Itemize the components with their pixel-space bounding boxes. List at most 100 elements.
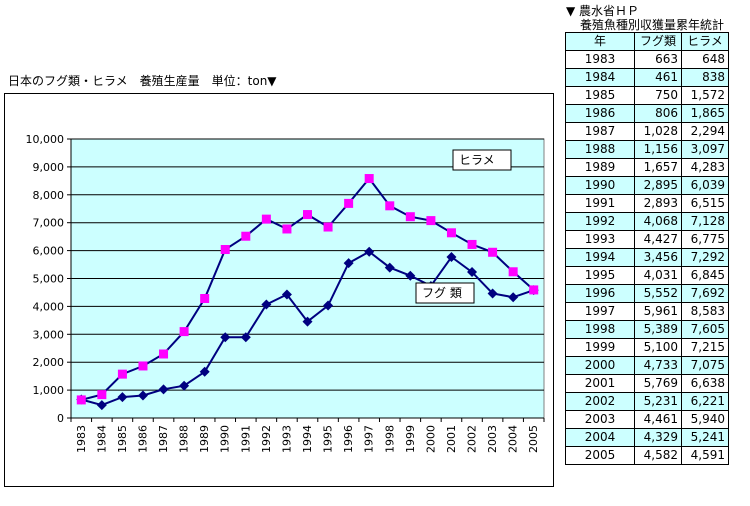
cell-hirame: 838 — [681, 68, 729, 87]
table-row: 1990 2,895 6,039 — [565, 176, 729, 195]
x-tick-label: 1985 — [116, 425, 129, 453]
cell-year: 2002 — [565, 392, 635, 411]
table-row: 1983 663 648 — [565, 50, 729, 69]
series-label: フグ 類 — [422, 286, 462, 300]
data-point-square — [200, 294, 210, 304]
table-row: 1985 750 1,572 — [565, 86, 729, 105]
table-row: 2000 4,733 7,075 — [565, 356, 729, 375]
table-row: 1986 806 1,865 — [565, 104, 729, 123]
table-row: 1998 5,389 7,605 — [565, 320, 729, 339]
cell-year: 1985 — [565, 86, 635, 105]
cell-year: 1989 — [565, 158, 635, 177]
cell-fugu: 663 — [634, 50, 682, 69]
data-point-diamond — [405, 270, 416, 281]
data-point-square — [467, 239, 477, 249]
cell-hirame: 6,515 — [681, 194, 729, 213]
data-point-diamond — [240, 332, 251, 343]
cell-year: 1994 — [565, 248, 635, 267]
cell-fugu: 5,769 — [634, 374, 682, 393]
cell-fugu: 4,031 — [634, 266, 682, 285]
cell-hirame: 2,294 — [681, 122, 729, 141]
x-tick-label: 1994 — [301, 425, 314, 453]
cell-year: 2000 — [565, 356, 635, 375]
x-tick-label: 2003 — [486, 425, 499, 453]
data-point-diamond — [117, 392, 128, 403]
data-point-square — [97, 390, 107, 400]
table-row: 2004 4,329 5,241 — [565, 428, 729, 447]
data-point-square — [385, 201, 395, 211]
y-tick-label: 5,000 — [33, 273, 65, 286]
data-point-square — [446, 228, 456, 238]
cell-year: 1984 — [565, 68, 635, 87]
cell-year: 2003 — [565, 410, 635, 429]
data-point-square — [426, 216, 436, 226]
x-tick-label: 2000 — [424, 425, 437, 453]
cell-fugu: 1,028 — [634, 122, 682, 141]
table-row: 2003 4,461 5,940 — [565, 410, 729, 429]
y-tick-label: 2,000 — [33, 356, 65, 369]
table-row: 1987 1,028 2,294 — [565, 122, 729, 141]
cell-year: 2001 — [565, 374, 635, 393]
cell-year: 1992 — [565, 212, 635, 231]
data-point-square — [405, 212, 415, 222]
x-tick-label: 2002 — [466, 425, 479, 453]
data-point-diamond — [261, 299, 272, 310]
data-point-square — [303, 210, 312, 220]
cell-hirame: 3,097 — [681, 140, 729, 159]
y-tick-label: 8,000 — [33, 189, 65, 202]
y-tick-label: 0 — [57, 412, 64, 425]
x-tick-label: 2005 — [527, 425, 540, 453]
cell-fugu: 2,893 — [634, 194, 682, 213]
cell-hirame: 4,283 — [681, 158, 729, 177]
cell-hirame: 7,292 — [681, 248, 729, 267]
cell-fugu: 5,100 — [634, 338, 682, 357]
cell-hirame: 7,128 — [681, 212, 729, 231]
cell-hirame: 1,865 — [681, 104, 729, 123]
series-label-box — [452, 149, 512, 171]
cell-fugu: 461 — [634, 68, 682, 87]
table-row: 2005 4,582 4,591 — [565, 446, 729, 465]
cell-year: 2004 — [565, 428, 635, 447]
x-tick-label: 1996 — [342, 425, 355, 453]
x-tick-label: 1992 — [260, 425, 273, 453]
x-tick-label: 1995 — [322, 425, 335, 453]
table-row: 2002 5,231 6,221 — [565, 392, 729, 411]
data-point-diamond — [137, 390, 148, 401]
cell-year: 1993 — [565, 230, 635, 249]
data-point-square — [261, 214, 271, 224]
source-note-subtitle: 養殖魚種別収獲量累年統計 — [580, 18, 725, 32]
table-row: 1997 5,961 8,583 — [565, 302, 729, 321]
x-tick-label: 1983 — [75, 425, 88, 453]
source-note: ▼ 農水省ＨＰ 養殖魚種別収獲量累年統計 — [566, 4, 724, 32]
data-point-diamond — [487, 288, 498, 299]
cell-fugu: 4,733 — [634, 356, 682, 375]
cell-fugu: 1,657 — [634, 158, 682, 177]
cell-fugu: 4,068 — [634, 212, 682, 231]
data-point-square — [117, 369, 127, 379]
data-point-diamond — [384, 262, 395, 273]
y-tick-label: 6,000 — [33, 245, 65, 258]
data-point-diamond — [199, 366, 210, 377]
y-tick-label: 10,000 — [26, 133, 65, 146]
cell-fugu: 4,582 — [634, 446, 682, 465]
source-note-title: ▼ 農水省ＨＰ — [566, 4, 640, 18]
cell-hirame: 6,845 — [681, 266, 729, 285]
table-row: 1984 461 838 — [565, 68, 729, 87]
y-tick-label: 4,000 — [33, 300, 65, 313]
cell-fugu: 4,329 — [634, 428, 682, 447]
y-tick-label: 3,000 — [33, 328, 65, 341]
x-tick-label: 1984 — [95, 425, 108, 453]
x-tick-label: 1999 — [404, 425, 417, 453]
cell-fugu: 1,156 — [634, 140, 682, 159]
cell-hirame: 7,605 — [681, 320, 729, 339]
cell-hirame: 7,692 — [681, 284, 729, 303]
data-point-diamond — [302, 316, 313, 327]
data-point-square — [138, 361, 148, 371]
cell-hirame: 6,638 — [681, 374, 729, 393]
data-point-square — [282, 224, 292, 234]
data-point-square — [323, 222, 333, 232]
x-tick-label: 1991 — [239, 425, 252, 453]
x-tick-label: 2004 — [507, 425, 520, 453]
cell-fugu: 4,427 — [634, 230, 682, 249]
cell-fugu: 5,389 — [634, 320, 682, 339]
